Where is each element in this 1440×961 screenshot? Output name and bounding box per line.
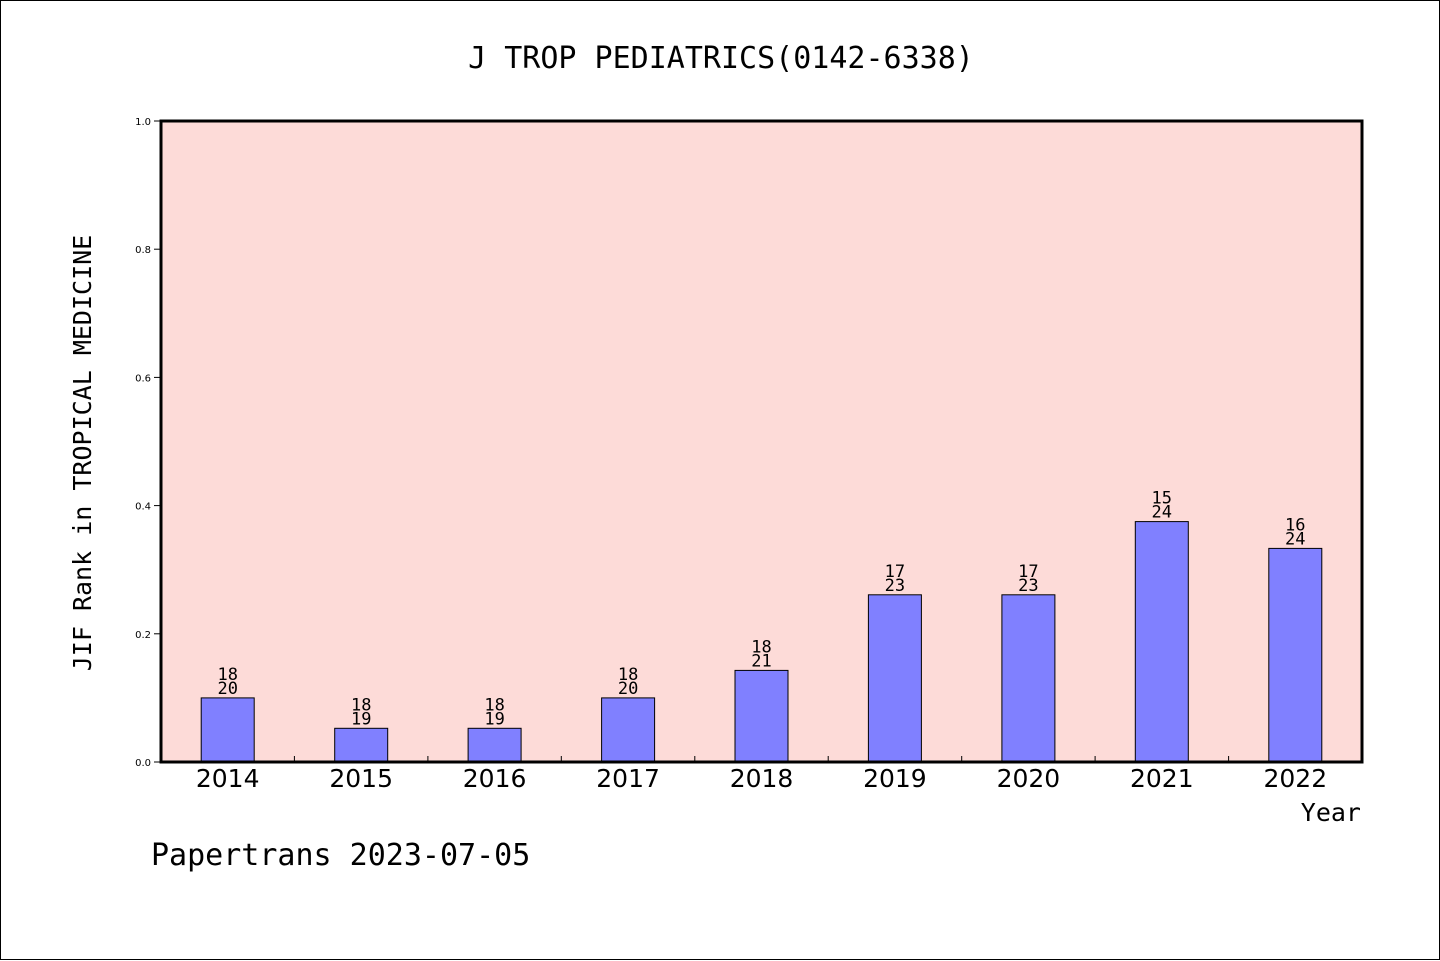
y-tick-label-0.4: 0.4: [135, 502, 151, 513]
bar-2018: [734, 669, 789, 763]
x-tick-label-2019: 2019: [863, 764, 927, 793]
y-tick-label-1.0: 1.0: [135, 117, 151, 128]
bar-label-total-2022: 24: [1285, 529, 1305, 549]
bar-label-rank-2014: 18: [217, 665, 237, 685]
bar-label-total-2017: 20: [618, 679, 638, 699]
bar-2022: [1268, 547, 1323, 763]
x-axis-label: Year: [1301, 798, 1361, 827]
bar-2020: [1001, 594, 1056, 763]
bar-2016: [467, 727, 522, 763]
bar-label-total-2018: 21: [751, 651, 771, 671]
bar-2019: [867, 594, 922, 763]
bar-label-total-2014: 20: [217, 679, 237, 699]
bar-2014: [200, 697, 255, 763]
x-tick-label-2015: 2015: [329, 764, 393, 793]
x-tick-label-2014: 2014: [196, 764, 260, 793]
y-axis-label: JIF Rank in TROPICAL MEDICINE: [68, 235, 97, 672]
bar-label-total-2021: 24: [1152, 503, 1172, 523]
bar-2017: [601, 697, 656, 763]
y-tick-label-0.0: 0.0: [135, 758, 151, 769]
footer-date: Papertrans 2023-07-05: [151, 838, 530, 873]
plot-border: [159, 119, 1364, 764]
bar-label-rank-2021: 15: [1152, 489, 1172, 509]
bar-label-rank-2017: 18: [618, 665, 638, 685]
bar-label-rank-2016: 18: [484, 695, 504, 715]
bar-label-rank-2018: 18: [751, 637, 771, 657]
y-tick-label-0.2: 0.2: [135, 630, 151, 641]
bar-label-total-2015: 19: [351, 709, 371, 729]
y-tick-label-0.8: 0.8: [135, 245, 151, 256]
bar-label-total-2016: 19: [484, 709, 504, 729]
x-tick-label-2016: 2016: [463, 764, 527, 793]
bar-2021: [1134, 521, 1189, 763]
bar-label-rank-2015: 18: [351, 695, 371, 715]
x-tick-label-2021: 2021: [1130, 764, 1194, 793]
bar-label-rank-2019: 17: [885, 562, 905, 582]
y-tick-label-0.6: 0.6: [135, 373, 151, 384]
bar-label-rank-2020: 17: [1018, 562, 1038, 582]
x-tick-label-2022: 2022: [1263, 764, 1327, 793]
bar-2015: [334, 727, 389, 763]
bar-label-total-2019: 23: [885, 576, 905, 596]
bar-label-total-2020: 23: [1018, 576, 1038, 596]
ticks-group: 2014 2015 2016 2017 2018 2019 2020 2021 20220.00…: [135, 117, 1327, 793]
x-tick-label-2017: 2017: [596, 764, 660, 793]
bar-label-rank-2022: 16: [1285, 515, 1305, 535]
x-tick-label-2020: 2020: [997, 764, 1061, 793]
chart-title: J TROP PEDIATRICS(0142-6338): [468, 41, 974, 76]
x-tick-label-2018: 2018: [730, 764, 794, 793]
